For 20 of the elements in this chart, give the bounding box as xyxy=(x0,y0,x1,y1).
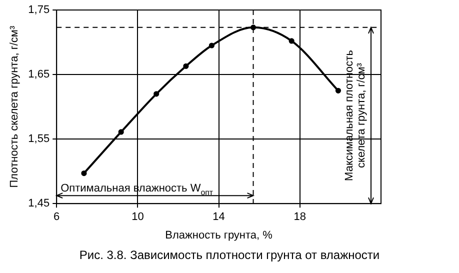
point xyxy=(154,91,160,97)
x-tick-label: 6 xyxy=(54,211,60,224)
point xyxy=(288,38,294,44)
y-tick-label: 1,75 xyxy=(28,4,50,16)
x-axis-title: Влажность грунта, % xyxy=(165,229,273,242)
y-tick-label: 1,55 xyxy=(28,133,50,146)
point xyxy=(250,24,256,30)
x-tick-label: 10 xyxy=(132,211,144,224)
point xyxy=(183,63,189,69)
point xyxy=(335,88,342,94)
y-axis-title: Плотность скелета грунта, г/см³ xyxy=(8,26,21,188)
y-tick-label: 1,65 xyxy=(28,68,50,81)
point xyxy=(118,129,124,135)
x-tick-label: 14 xyxy=(212,211,225,224)
x-tick-label: 18 xyxy=(294,211,306,224)
y-tick-label: 1,45 xyxy=(28,198,50,210)
point xyxy=(81,170,87,176)
point xyxy=(208,42,215,48)
annotation: Максимальная плотность скелета грунта, г/см³ xyxy=(344,50,368,181)
text: Рис. 3.8. Зависимость плотности грунта от влажности xyxy=(78,248,381,262)
